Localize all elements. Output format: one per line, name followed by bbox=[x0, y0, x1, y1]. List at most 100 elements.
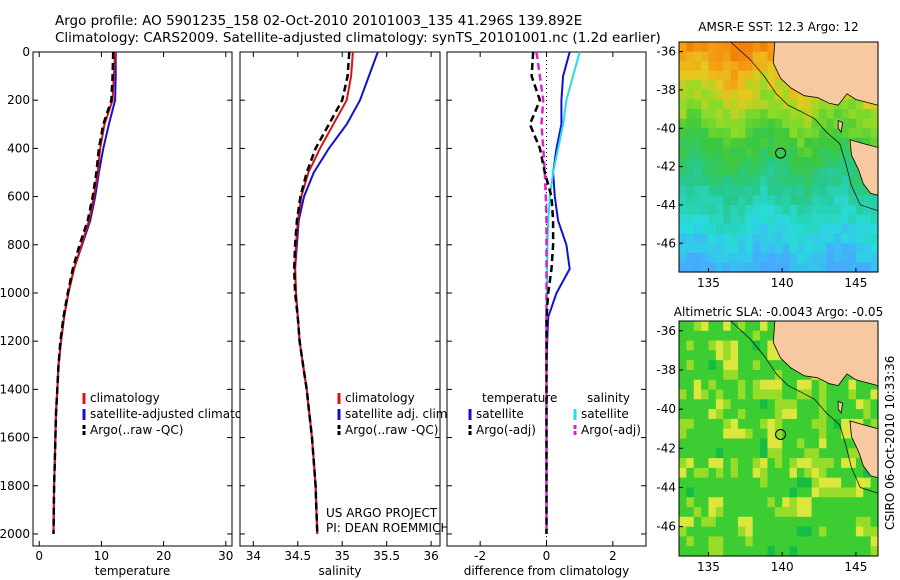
map-cell bbox=[774, 224, 783, 235]
map-cell bbox=[737, 507, 746, 518]
map-cell bbox=[848, 546, 857, 557]
map-cell bbox=[723, 438, 732, 449]
map-cell bbox=[811, 516, 820, 528]
map-cell bbox=[789, 185, 798, 196]
map-cell bbox=[730, 350, 739, 361]
map-cell bbox=[686, 321, 695, 332]
x-tick-label: 140 bbox=[771, 560, 794, 574]
map-cell bbox=[760, 526, 769, 538]
map-cell bbox=[745, 497, 754, 508]
map-cell bbox=[811, 214, 820, 225]
map-cell bbox=[730, 438, 739, 449]
map-cell bbox=[841, 252, 850, 264]
map-cell bbox=[774, 118, 783, 129]
map-cell bbox=[819, 185, 828, 196]
map-cell bbox=[708, 389, 717, 400]
map-cell bbox=[826, 487, 835, 498]
map-cell bbox=[701, 360, 710, 371]
map-cell bbox=[767, 458, 776, 469]
map-cell bbox=[752, 526, 761, 538]
map-cell bbox=[730, 252, 739, 264]
map-cell bbox=[760, 204, 769, 216]
map-cell bbox=[863, 109, 872, 120]
map-cell bbox=[701, 147, 710, 158]
map-cell bbox=[752, 467, 761, 479]
map-cell bbox=[730, 379, 739, 391]
map-cell bbox=[708, 477, 717, 489]
map-cell bbox=[796, 428, 805, 440]
map-cell bbox=[737, 204, 746, 216]
map-cell bbox=[833, 214, 842, 225]
y-tick-label: 1600 bbox=[0, 431, 30, 445]
map-cell bbox=[782, 360, 791, 371]
map-cell bbox=[723, 350, 732, 361]
map-cell bbox=[811, 497, 820, 508]
map-cell bbox=[760, 128, 769, 139]
map-cell bbox=[841, 195, 850, 206]
map-cell bbox=[774, 389, 783, 400]
map-cell bbox=[723, 157, 732, 168]
map-cell bbox=[767, 438, 776, 449]
map-cell bbox=[870, 109, 879, 120]
map-cell bbox=[723, 70, 732, 81]
map-cell bbox=[789, 428, 798, 440]
map-cell bbox=[752, 118, 761, 129]
map-cell bbox=[804, 176, 813, 187]
map-cell bbox=[715, 262, 724, 273]
map-cell bbox=[863, 497, 872, 508]
map-cell bbox=[826, 516, 835, 528]
map-cell bbox=[782, 448, 791, 459]
map-cell bbox=[848, 118, 857, 129]
map-cell bbox=[686, 233, 695, 244]
map-cell bbox=[701, 536, 710, 547]
map-cell bbox=[774, 128, 783, 139]
map-cell bbox=[760, 42, 769, 53]
map-cell bbox=[826, 176, 835, 187]
map-cell bbox=[833, 507, 842, 518]
map-cell bbox=[863, 389, 872, 400]
map-cell bbox=[686, 80, 695, 91]
map-cell bbox=[701, 89, 710, 101]
map-cell bbox=[708, 330, 717, 342]
map-cell bbox=[715, 409, 724, 420]
map-cell bbox=[774, 204, 783, 216]
map-cell bbox=[730, 157, 739, 168]
map-cell bbox=[789, 369, 798, 381]
map-cell bbox=[789, 252, 798, 264]
map-cell bbox=[686, 399, 695, 410]
map-cell bbox=[737, 536, 746, 547]
map-cell bbox=[774, 497, 783, 508]
map-cell bbox=[693, 546, 702, 557]
map-cell bbox=[811, 536, 820, 547]
map-cell bbox=[679, 369, 687, 381]
map-cell bbox=[708, 137, 717, 149]
map-cell bbox=[796, 166, 805, 177]
map-cell bbox=[745, 526, 754, 538]
map-cell bbox=[848, 204, 857, 216]
map-cell bbox=[774, 350, 783, 361]
map-cell bbox=[819, 487, 828, 498]
map-cell bbox=[708, 61, 717, 72]
map-cell bbox=[833, 399, 842, 410]
x-tick-label: 34 bbox=[246, 549, 261, 563]
map-cell bbox=[723, 61, 732, 72]
map-cell bbox=[811, 128, 820, 139]
map-cell bbox=[708, 399, 717, 410]
map-cell bbox=[841, 204, 850, 216]
map-cell bbox=[796, 467, 805, 479]
map-cell bbox=[708, 369, 717, 381]
map-cell bbox=[782, 252, 791, 264]
map-cell bbox=[863, 467, 872, 479]
land-tasmania bbox=[849, 420, 879, 479]
map-cell bbox=[804, 458, 813, 469]
map-cell bbox=[863, 507, 872, 518]
map-cell bbox=[789, 399, 798, 410]
map-cell bbox=[767, 252, 776, 264]
map-cell bbox=[774, 507, 783, 518]
map-cell bbox=[767, 89, 776, 101]
map-cell bbox=[752, 243, 761, 254]
map-cell bbox=[693, 61, 702, 72]
map-cell bbox=[804, 389, 813, 400]
map-cell bbox=[715, 147, 724, 158]
map-cell bbox=[870, 536, 879, 547]
